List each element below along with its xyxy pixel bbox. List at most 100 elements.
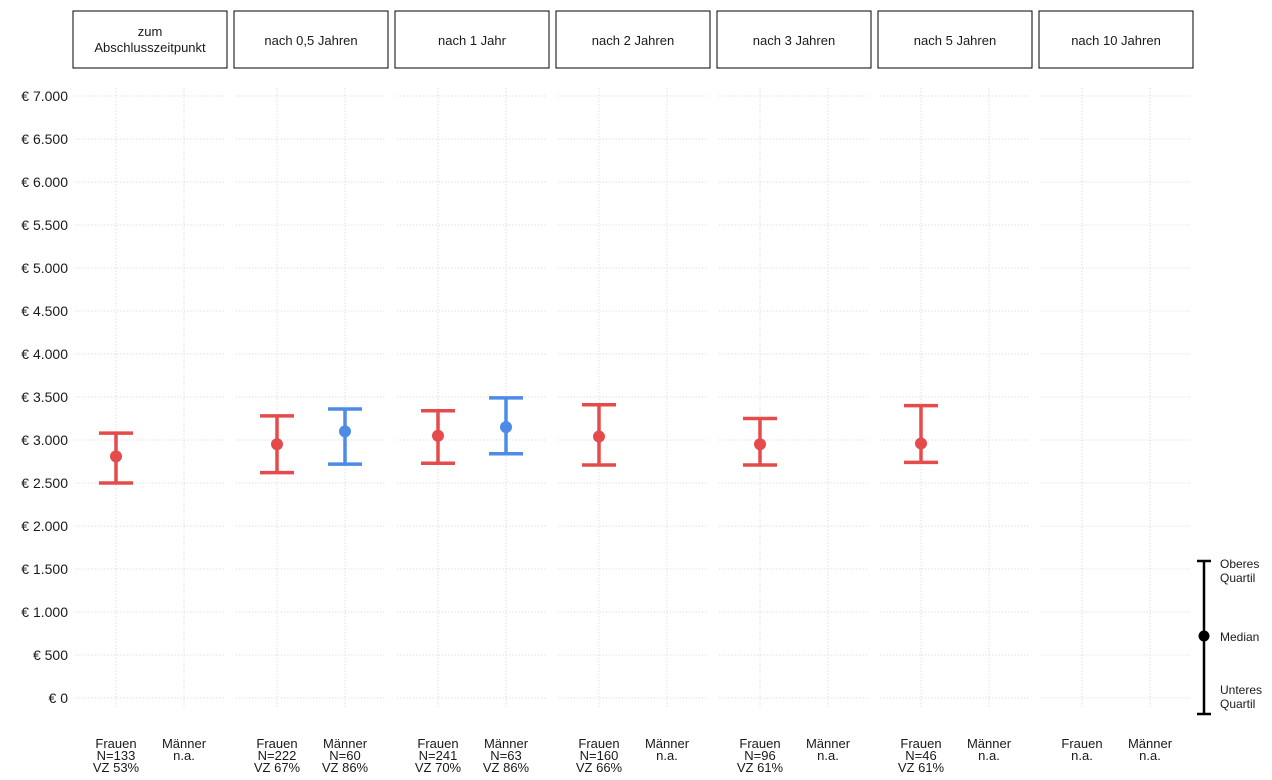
x-group-label-line: VZ 53% — [93, 760, 140, 775]
x-group-label: Männer n.a. — [162, 736, 207, 763]
x-group-label-line: VZ 86% — [483, 760, 530, 775]
y-tick-label: € 2.500 — [21, 475, 68, 491]
panel-title: nach 10 Jahren — [1071, 33, 1161, 48]
x-group-label-line: n.a. — [817, 748, 839, 763]
legend-median-label: Median — [1220, 630, 1259, 644]
panel-header — [877, 10, 1033, 69]
median-point — [754, 438, 766, 451]
x-group-label: Frauen N=133 VZ 53% — [93, 736, 140, 775]
x-group-label-line: N=222 — [258, 748, 297, 763]
y-tick-label: € 4.000 — [21, 346, 68, 362]
x-group-label: Männer n.a. — [806, 736, 851, 763]
panel-title-line: nach 0,5 Jahren — [264, 33, 357, 48]
median-point — [339, 425, 351, 438]
legend — [1197, 559, 1211, 716]
y-tick-label: € 0 — [49, 690, 69, 706]
x-group-label: Frauen N=96 VZ 61% — [737, 736, 784, 775]
x-group-label: Frauen N=46 VZ 61% — [898, 736, 945, 775]
legend-median-label-line: Median — [1220, 630, 1259, 644]
panel-header — [555, 10, 711, 69]
panel-title: nach 1 Jahr — [438, 33, 507, 48]
x-group-label-line: VZ 70% — [415, 760, 462, 775]
x-group-label: Frauen n.a. — [1061, 736, 1102, 763]
x-group-label: Männer n.a. — [645, 736, 690, 763]
legend-upper-label-line: Oberes — [1220, 557, 1259, 571]
panel-title: nach 3 Jahren — [753, 33, 835, 48]
x-group-label-line: N=60 — [329, 748, 360, 763]
errorbar-frauen — [743, 416, 777, 467]
x-group-label-line: N=133 — [97, 748, 136, 763]
x-group-label-line: Frauen — [256, 736, 297, 751]
x-group-label-line: Männer — [162, 736, 207, 751]
x-group-label: Männer n.a. — [1128, 736, 1173, 763]
x-group-label: Frauen N=222 VZ 67% — [254, 736, 301, 775]
x-group-label-line: VZ 67% — [254, 760, 301, 775]
legend-lower-label-line: Unteres — [1220, 683, 1262, 697]
x-group-label-line: VZ 66% — [576, 760, 623, 775]
errorbar-maenner — [328, 407, 362, 466]
y-tick-label: € 1.500 — [21, 561, 68, 577]
median-point — [432, 429, 444, 442]
gridlines — [75, 88, 1191, 708]
x-group-label-line: Männer — [967, 736, 1012, 751]
x-group-label-line: Frauen — [578, 736, 619, 751]
errorbar-frauen — [421, 409, 455, 465]
panel-header — [716, 10, 872, 69]
errorbar-frauen — [260, 414, 294, 475]
errorbar-frauen — [99, 431, 133, 485]
x-group-label-line: VZ 61% — [898, 760, 945, 775]
median-point — [593, 430, 605, 443]
x-group-label-line: N=160 — [580, 748, 619, 763]
panel-header — [233, 10, 389, 69]
panel-title-line: nach 3 Jahren — [753, 33, 835, 48]
x-group-label: Frauen N=160 VZ 66% — [576, 736, 623, 775]
legend-median-point — [1198, 630, 1210, 642]
legend-lower-label: Unteres Quartil — [1220, 683, 1262, 711]
y-tick-label: € 3.500 — [21, 389, 68, 405]
x-group-label-line: Männer — [323, 736, 368, 751]
x-group-label-line: Frauen — [417, 736, 458, 751]
y-tick-label: € 500 — [33, 647, 68, 663]
y-tick-label: € 4.500 — [21, 303, 68, 319]
x-group-label-line: n.a. — [1071, 748, 1093, 763]
y-tick-label: € 3.000 — [21, 432, 68, 448]
x-group-label-line: Frauen — [95, 736, 136, 751]
x-group-label-line: N=63 — [490, 748, 521, 763]
panel-title: nach 0,5 Jahren — [264, 33, 357, 48]
panel-title-line: nach 10 Jahren — [1071, 33, 1161, 48]
panel-header — [72, 10, 228, 69]
panel-header — [394, 10, 550, 69]
panel-title: zum Abschlusszeitpunkt — [94, 24, 206, 55]
x-group-label-line: Frauen — [1061, 736, 1102, 751]
legend-lower-label-line: Quartil — [1220, 697, 1255, 711]
x-group-label: Männer N=63 VZ 86% — [483, 736, 530, 775]
y-tick-label: € 2.000 — [21, 518, 68, 534]
y-tick-label: € 5.000 — [21, 260, 68, 276]
y-tick-label: € 1.000 — [21, 604, 68, 620]
panel-title: nach 2 Jahren — [592, 33, 674, 48]
y-tick-label: € 6.500 — [21, 131, 68, 147]
x-group-label-line: n.a. — [1139, 748, 1161, 763]
x-group-label-line: Frauen — [739, 736, 780, 751]
median-point — [500, 421, 512, 434]
x-group-label-line: VZ 86% — [322, 760, 369, 775]
errorbar-frauen — [582, 402, 616, 467]
median-point — [271, 438, 283, 451]
x-group-label-line: n.a. — [656, 748, 678, 763]
x-group-label-line: Männer — [484, 736, 529, 751]
x-group-label: Frauen N=241 VZ 70% — [415, 736, 462, 775]
x-group-label-line: N=241 — [419, 748, 458, 763]
x-group-label-line: N=96 — [744, 748, 775, 763]
legend-upper-label-line: Quartil — [1220, 571, 1255, 585]
legend-upper-label: Oberes Quartil — [1220, 557, 1259, 585]
x-group-label: Männer N=60 VZ 86% — [322, 736, 369, 775]
x-group-label-line: N=46 — [905, 748, 936, 763]
x-group-label-line: VZ 61% — [737, 760, 784, 775]
x-group-label-line: Frauen — [900, 736, 941, 751]
panel-title-line: nach 5 Jahren — [914, 33, 996, 48]
y-tick-label: € 5.500 — [21, 217, 68, 233]
median-point — [915, 437, 927, 450]
panel-title: nach 5 Jahren — [914, 33, 996, 48]
errorbar-maenner — [489, 396, 523, 456]
